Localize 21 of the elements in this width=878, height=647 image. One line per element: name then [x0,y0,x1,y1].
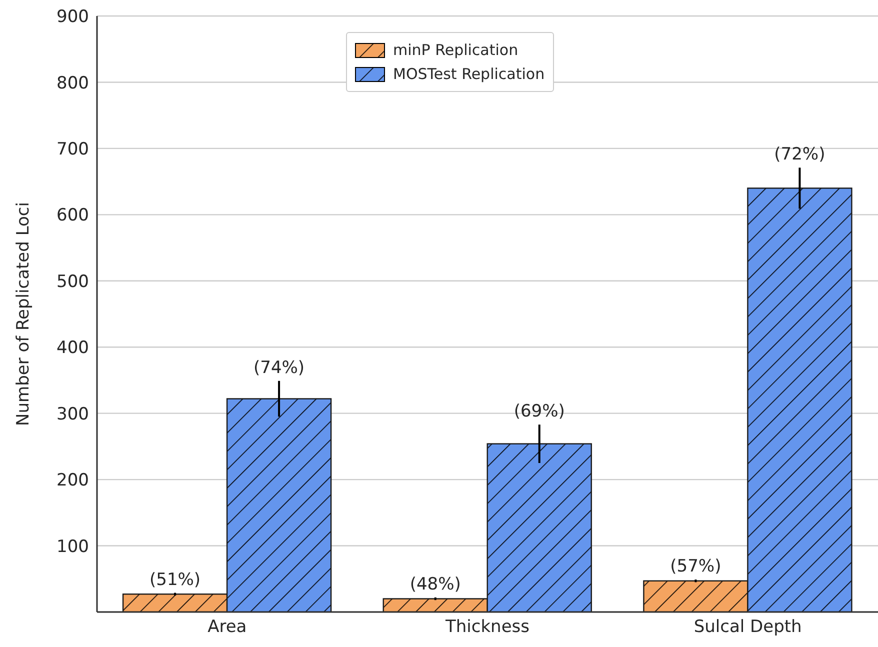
legend-label: minP Replication [393,41,518,59]
y-axis-title: Number of Replicated Loci [14,202,34,426]
legend-label: MOSTest Replication [393,65,545,83]
x-tick-label: Thickness [444,617,530,638]
y-tick-label: 600 [56,206,89,226]
annotation: (72%) [774,144,826,165]
y-tick-label: 500 [56,272,89,292]
annotation: (51%) [150,570,201,590]
y-tick-label: 900 [56,7,89,28]
annotation: (74%) [254,358,305,378]
y-tick-label: 300 [56,404,89,424]
y-tick-label: 100 [56,536,89,557]
y-tick-label: 800 [56,73,89,94]
x-tick-label: Sulcal Depth [694,617,802,638]
x-tick-label: Area [208,617,247,638]
annotation: (57%) [670,556,722,577]
y-tick-label: 700 [56,139,89,160]
annotation: (69%) [514,402,565,422]
y-tick-label: 400 [56,338,89,358]
y-tick-label: 200 [56,470,89,491]
annotation: (48%) [410,574,461,594]
